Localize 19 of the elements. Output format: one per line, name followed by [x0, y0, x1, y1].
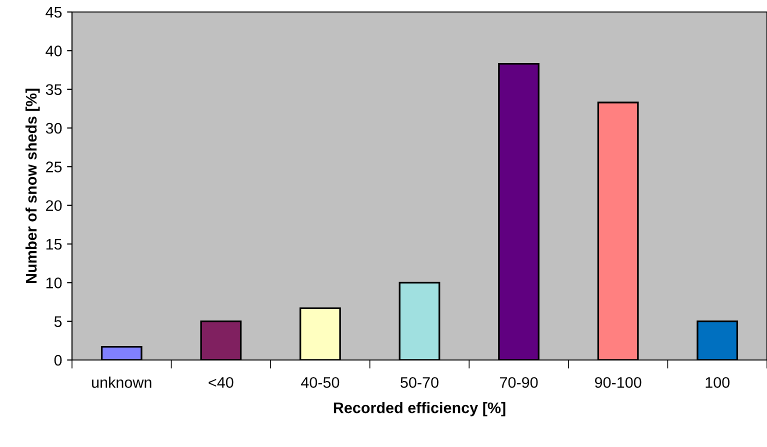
y-axis-title: Number of snow sheds [%]: [25, 88, 40, 284]
x-tick-label: 70-90: [500, 377, 538, 388]
x-tick-label: 50-70: [400, 377, 438, 388]
y-tick-label: 5: [54, 316, 62, 328]
y-tick-label: 45: [46, 7, 62, 18]
x-tick-label: 40-50: [301, 377, 340, 388]
x-tick-label: 90-100: [595, 377, 642, 388]
x-tick-label: unknown: [92, 376, 152, 388]
x-tick-label: 100: [706, 377, 730, 388]
y-tick-label: 15: [46, 239, 62, 250]
x-axis-title: Recorded efficiency [%]: [334, 402, 506, 416]
y-tick-label: 40: [46, 46, 62, 56]
y-tick-label: 0: [54, 354, 62, 366]
y-tick-label: 30: [46, 122, 62, 134]
y-tick-label: 10: [46, 278, 62, 288]
x-tick-label: <40: [208, 377, 234, 388]
y-tick-label: 35: [46, 84, 62, 96]
y-tick-label: 25: [46, 162, 62, 172]
y-tick-label: 20: [46, 200, 62, 212]
